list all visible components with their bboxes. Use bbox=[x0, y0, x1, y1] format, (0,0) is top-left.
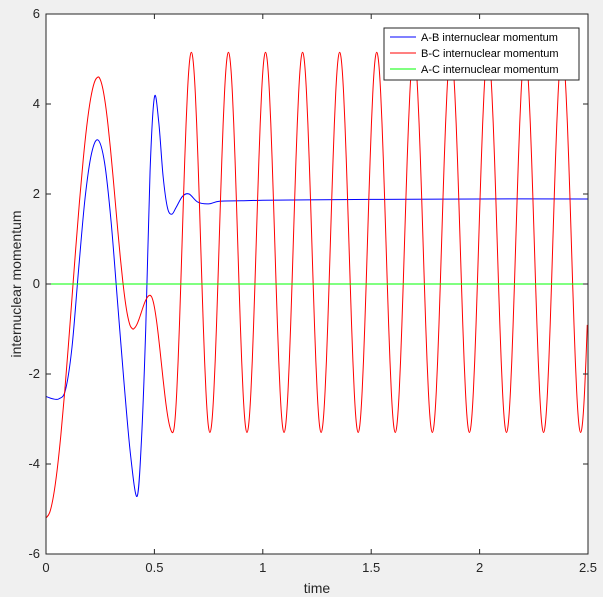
y-tick-label: 4 bbox=[33, 96, 40, 111]
series-line-ab bbox=[46, 94, 588, 497]
legend-box bbox=[383, 27, 580, 81]
legend-label-bc: B-C internuclear momentum bbox=[421, 48, 559, 60]
y-tick-label: -2 bbox=[28, 366, 40, 381]
x-tick-label: 2.5 bbox=[579, 560, 597, 575]
legend-label-ac: A-C internuclear momentum bbox=[421, 64, 559, 76]
y-axis-label: internuclear momentum bbox=[8, 210, 24, 357]
x-tick-label: 2 bbox=[476, 560, 483, 575]
series-line-bc bbox=[46, 51, 588, 519]
series-layer bbox=[46, 51, 588, 519]
y-tick-label: 6 bbox=[33, 6, 40, 21]
legend: A-B internuclear momentum B-C internucle… bbox=[383, 27, 580, 81]
y-tick-label: 2 bbox=[33, 186, 40, 201]
y-tick-label: -6 bbox=[28, 546, 40, 561]
y-tick-label: -4 bbox=[28, 456, 40, 471]
x-tick-label: 0 bbox=[42, 560, 49, 575]
x-tick-label: 1 bbox=[259, 560, 266, 575]
x-tick-label: 0.5 bbox=[145, 560, 163, 575]
x-axis-label: time bbox=[304, 580, 331, 596]
x-tick-label: 1.5 bbox=[362, 560, 380, 575]
ticks-layer: 0 0.5 1 1.5 2 2.5 -6 -4 -2 0 2 4 6 bbox=[28, 6, 597, 575]
y-tick-label: 0 bbox=[33, 276, 40, 291]
legend-label-ab: A-B internuclear momentum bbox=[421, 32, 558, 44]
